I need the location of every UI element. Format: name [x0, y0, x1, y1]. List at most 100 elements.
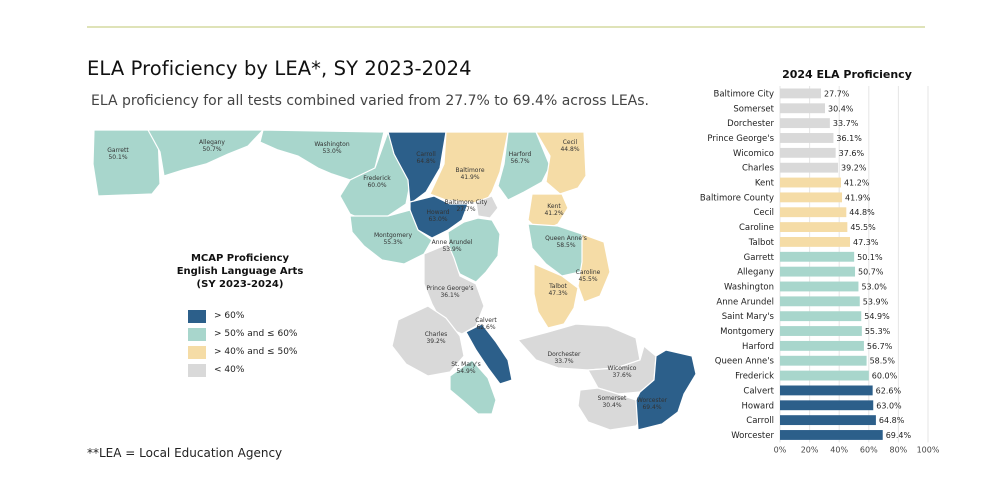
county-dorchester: [516, 323, 641, 371]
county-value-label: 50.1%: [108, 154, 127, 161]
value-label: 53.9%: [863, 297, 889, 306]
county-charles: [391, 305, 465, 377]
page-title: ELA Proficiency by LEA*, SY 2023-2024: [87, 57, 472, 80]
county-name-label: Wicomico: [608, 365, 637, 372]
county-worcester: [635, 349, 697, 431]
x-tick-label: 80%: [890, 445, 908, 454]
value-label: 60.0%: [872, 372, 898, 381]
map-legend: MCAP Proficiency English Language Arts (…: [140, 252, 340, 379]
bar-saint-mary-s: [780, 311, 862, 322]
top-rule: [87, 26, 925, 28]
bar-carroll: [780, 415, 876, 426]
legend-title: MCAP Proficiency English Language Arts (…: [140, 252, 340, 291]
county-name-label: Charles: [425, 331, 448, 338]
x-tick-label: 40%: [830, 445, 848, 454]
county-baltimore-city: [475, 195, 499, 219]
x-tick-label: 0%: [774, 445, 787, 454]
county-name-label: Dorchester: [547, 351, 581, 358]
bar-somerset: [780, 103, 825, 114]
legend-swatch-40to50: [188, 345, 206, 359]
bar-montgomery: [780, 326, 862, 336]
bar-queen-anne-s: [780, 355, 867, 366]
county-name-label: Harford: [509, 151, 532, 158]
category-label: Wicomico: [733, 149, 774, 159]
county-kent: [527, 193, 569, 233]
county-talbot: [533, 263, 579, 329]
county-name-label: Howard: [427, 209, 450, 216]
legend-label: > 40% and ≤ 50%: [214, 347, 298, 357]
legend-title-line: MCAP Proficiency: [190, 253, 290, 264]
county-name-label: Kent: [547, 203, 561, 210]
bar-caroline: [780, 222, 848, 232]
x-tick-label: 20%: [801, 445, 819, 454]
county-value-label: 54.9%: [456, 368, 475, 375]
county-value-label: 37.6%: [612, 372, 631, 379]
county-caroline: [577, 233, 611, 303]
legend-title-line: (SY 2023-2024): [196, 279, 284, 290]
county-garrett: [92, 129, 161, 197]
county-value-label: 27.7%: [456, 206, 475, 213]
category-label: Cecil: [753, 208, 774, 218]
county-value-label: 69.4%: [642, 404, 661, 411]
page-subtitle: ELA proficiency for all tests combined v…: [91, 93, 649, 109]
category-label: Carroll: [746, 416, 774, 426]
bar-garrett: [780, 251, 855, 262]
county-value-label: 53.0%: [322, 148, 341, 155]
category-label: Worcester: [731, 431, 774, 441]
county-name-label: Talbot: [548, 283, 567, 290]
bar-baltimore-county: [780, 192, 843, 203]
value-label: 36.1%: [836, 134, 862, 143]
legend-swatch-50to60: [188, 327, 206, 341]
bar-calvert: [780, 385, 873, 396]
legend-item: < 40%: [188, 361, 340, 379]
value-label: 39.2%: [841, 164, 867, 173]
value-label: 41.2%: [844, 179, 870, 188]
legend-label: > 60%: [214, 311, 245, 321]
value-label: 62.6%: [876, 386, 902, 395]
county-value-label: 39.2%: [426, 338, 445, 345]
bar-worcester: [780, 430, 883, 440]
value-label: 33.7%: [833, 119, 859, 128]
legend-swatch-above60: [188, 309, 206, 323]
value-label: 63.0%: [876, 401, 902, 410]
county-frederick: [339, 131, 411, 223]
county-value-label: 41.9%: [460, 174, 479, 181]
category-label: Baltimore County: [700, 193, 774, 203]
value-label: 50.1%: [857, 253, 883, 262]
value-label: 54.9%: [864, 312, 890, 321]
county-name-label: St. Mary's: [451, 361, 481, 368]
county-name-label: Prince George's: [427, 285, 474, 292]
bar-washington: [780, 281, 859, 292]
county-prince-george-s: [423, 243, 485, 335]
value-label: 27.7%: [824, 89, 850, 98]
legend-title-line: English Language Arts: [176, 266, 304, 277]
county-allegany: [146, 129, 265, 177]
category-label: Baltimore City: [714, 89, 774, 99]
county-value-label: 64.8%: [416, 158, 435, 165]
category-label: Harford: [742, 342, 774, 352]
county-value-label: 58.5%: [556, 242, 575, 249]
value-label: 53.0%: [861, 282, 887, 291]
value-label: 58.5%: [870, 357, 896, 366]
county-calvert: [465, 323, 513, 385]
category-label: Caroline: [739, 223, 774, 233]
value-label: 56.7%: [867, 342, 893, 351]
county-value-label: 47.3%: [548, 290, 567, 297]
county-name-label: Frederick: [363, 175, 391, 182]
county-name-label: Garrett: [107, 147, 129, 154]
value-label: 44.8%: [849, 208, 875, 217]
county-value-label: 45.5%: [578, 276, 597, 283]
category-label: Garrett: [744, 253, 775, 263]
legend-swatch-below40: [188, 363, 206, 377]
value-label: 30.4%: [828, 104, 854, 113]
county-name-label: Somerset: [598, 395, 627, 402]
bar-kent: [780, 177, 841, 188]
county-st-mary-s: [449, 359, 497, 415]
county-name-label: Carroll: [416, 151, 436, 158]
bar-harford: [780, 340, 864, 351]
county-name-label: Caroline: [576, 269, 601, 276]
county-cecil: [534, 131, 587, 195]
value-label: 64.8%: [879, 416, 905, 425]
county-value-label: 63.0%: [428, 216, 447, 223]
category-label: Washington: [724, 282, 774, 292]
